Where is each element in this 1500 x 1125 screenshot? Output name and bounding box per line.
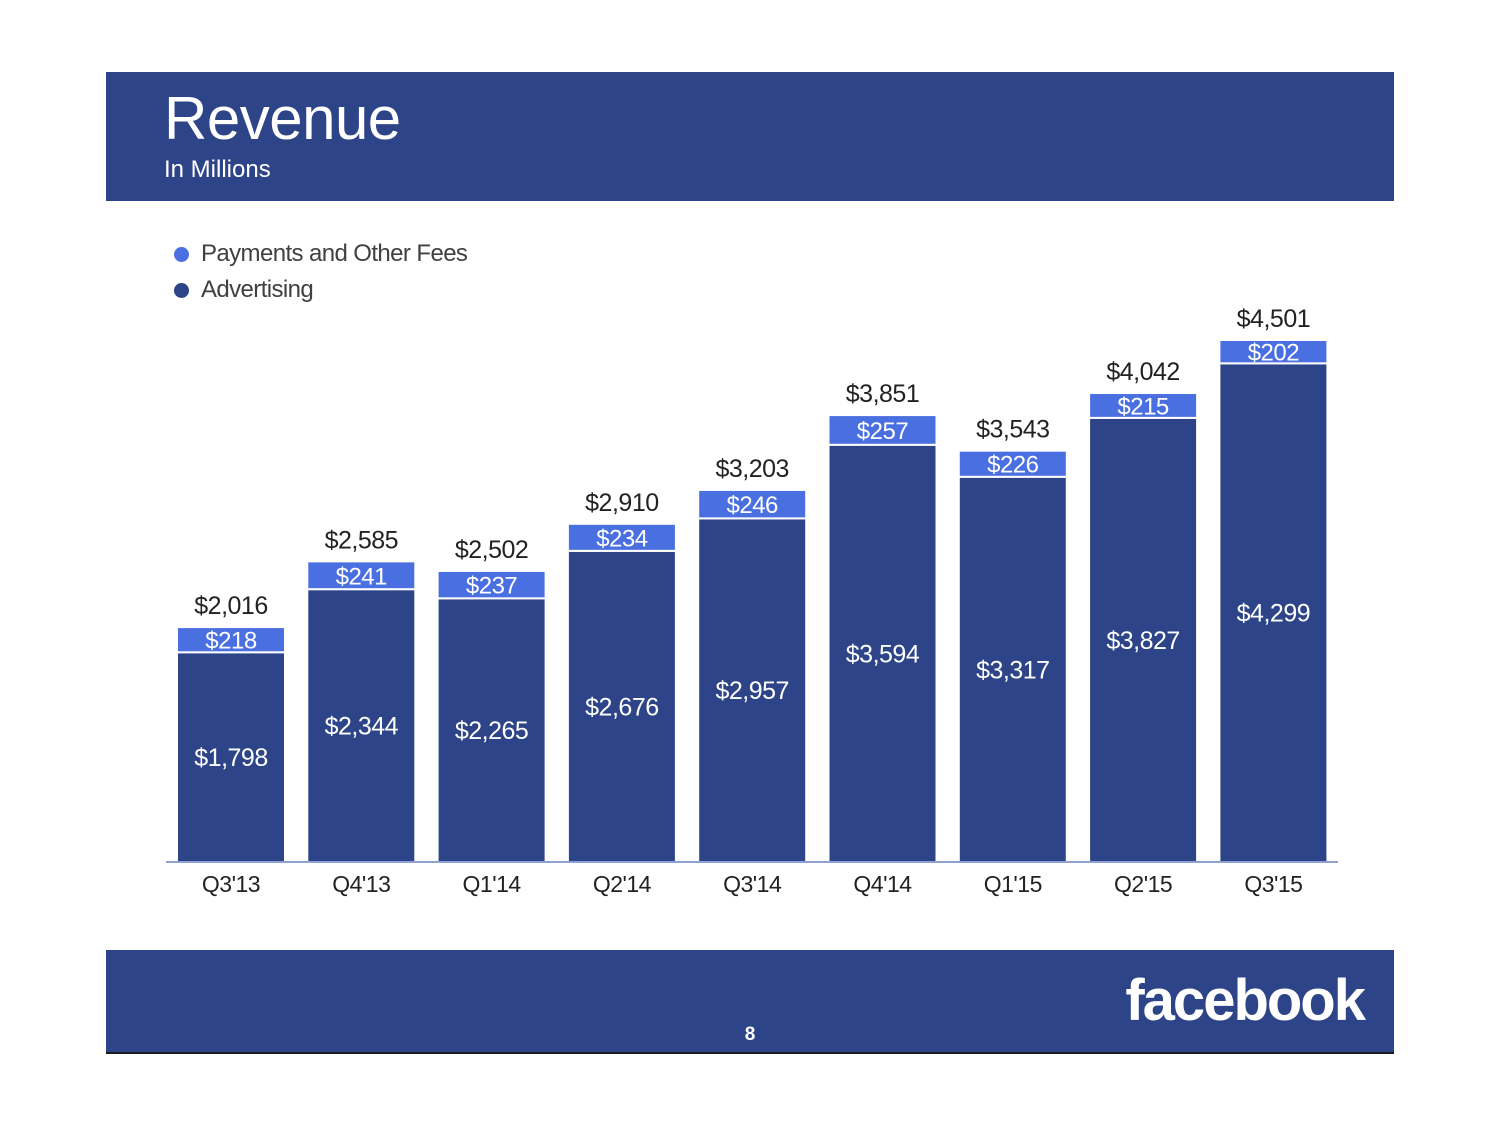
label-payments: $234 bbox=[596, 525, 648, 552]
label-total: $2,016 bbox=[194, 592, 267, 620]
bar-advertising bbox=[1090, 418, 1197, 861]
label-payments: $246 bbox=[727, 492, 779, 519]
bar-separator bbox=[959, 475, 1066, 478]
bar-advertising bbox=[1220, 364, 1327, 861]
header-band: Revenue In Millions bbox=[106, 72, 1394, 201]
label-total: $3,851 bbox=[846, 380, 919, 408]
bar-payments bbox=[568, 524, 675, 550]
label-advertising: $2,344 bbox=[325, 713, 399, 741]
bar-payments bbox=[1090, 394, 1197, 417]
x-tick-label: Q3'14 bbox=[723, 871, 782, 897]
bar-separator bbox=[829, 443, 936, 446]
label-payments: $237 bbox=[466, 573, 518, 600]
legend-item-advertising: Advertising bbox=[174, 272, 467, 308]
label-advertising: $1,798 bbox=[194, 744, 267, 772]
bar-advertising bbox=[829, 445, 936, 861]
label-payments: $202 bbox=[1248, 340, 1300, 367]
label-total: $3,203 bbox=[715, 455, 788, 483]
label-total: $2,585 bbox=[325, 526, 398, 554]
label-total: $4,042 bbox=[1106, 358, 1179, 386]
page-number: 8 bbox=[744, 1024, 756, 1045]
label-advertising: $2,676 bbox=[585, 693, 658, 721]
bar-payments bbox=[438, 571, 545, 598]
bar-advertising bbox=[959, 477, 1066, 861]
bar-advertising bbox=[308, 590, 415, 861]
legend-item-payments: Payments and Other Fees bbox=[174, 236, 468, 272]
slide-title: Revenue bbox=[164, 85, 401, 152]
legend-dot-payments bbox=[174, 246, 189, 262]
label-payments: $257 bbox=[857, 418, 909, 445]
bar-payments bbox=[699, 490, 806, 518]
label-total: $2,910 bbox=[585, 489, 658, 517]
bar-payments bbox=[308, 562, 415, 589]
label-payments: $241 bbox=[336, 563, 388, 590]
label-advertising: $2,265 bbox=[455, 717, 528, 745]
bar-advertising bbox=[178, 653, 284, 861]
facebook-logo: facebook bbox=[1125, 968, 1366, 1033]
x-tick-label: Q2'14 bbox=[593, 871, 652, 897]
label-advertising: $2,957 bbox=[715, 677, 788, 705]
x-tick-label: Q3'13 bbox=[202, 871, 260, 897]
label-advertising: $3,827 bbox=[1106, 627, 1179, 655]
legend-dot-advertising bbox=[174, 282, 189, 298]
label-advertising: $3,317 bbox=[976, 656, 1049, 684]
revenue-chart: $218 $1,798 $2,016 Q3'13 $241 $2,344 $2,585 Q4'… bbox=[166, 305, 1338, 897]
bar-advertising bbox=[568, 551, 675, 861]
bar-separator bbox=[1220, 362, 1327, 365]
bar-separator bbox=[568, 549, 675, 552]
label-payments: $215 bbox=[1117, 393, 1169, 420]
slide-subtitle: In Millions bbox=[164, 156, 271, 183]
bar-payments bbox=[959, 451, 1066, 476]
chart-legend: Payments and Other Fees Advertising bbox=[174, 236, 468, 308]
bar-advertising bbox=[699, 519, 806, 861]
label-advertising: $4,299 bbox=[1237, 600, 1310, 628]
x-tick-label: Q3'15 bbox=[1244, 871, 1302, 897]
bar-separator bbox=[438, 597, 545, 600]
legend-label-payments: Payments and Other Fees bbox=[201, 240, 468, 267]
bar-separator bbox=[1090, 416, 1197, 419]
label-total: $4,501 bbox=[1237, 305, 1310, 333]
bar-payments bbox=[829, 416, 936, 444]
label-total: $3,543 bbox=[976, 416, 1049, 444]
bar-separator bbox=[308, 588, 415, 591]
bar-separator bbox=[178, 651, 284, 654]
bar-separator bbox=[699, 517, 806, 520]
x-tick-label: Q1'14 bbox=[463, 871, 522, 897]
legend-label-advertising: Advertising bbox=[201, 276, 314, 303]
bar-payments bbox=[178, 628, 284, 652]
label-payments: $226 bbox=[987, 452, 1039, 479]
footer-band: 8 facebook bbox=[106, 950, 1394, 1054]
label-advertising: $3,594 bbox=[846, 640, 920, 668]
bar-advertising bbox=[438, 599, 545, 861]
x-axis-line bbox=[166, 861, 1338, 863]
x-tick-label: Q4'13 bbox=[332, 871, 390, 897]
bar-payments bbox=[1220, 341, 1327, 363]
x-tick-label: Q2'15 bbox=[1114, 871, 1172, 897]
x-tick-label: Q4'14 bbox=[853, 871, 912, 897]
x-tick-label: Q1'15 bbox=[984, 871, 1042, 897]
label-payments: $218 bbox=[205, 628, 257, 655]
label-total: $2,502 bbox=[455, 536, 528, 564]
